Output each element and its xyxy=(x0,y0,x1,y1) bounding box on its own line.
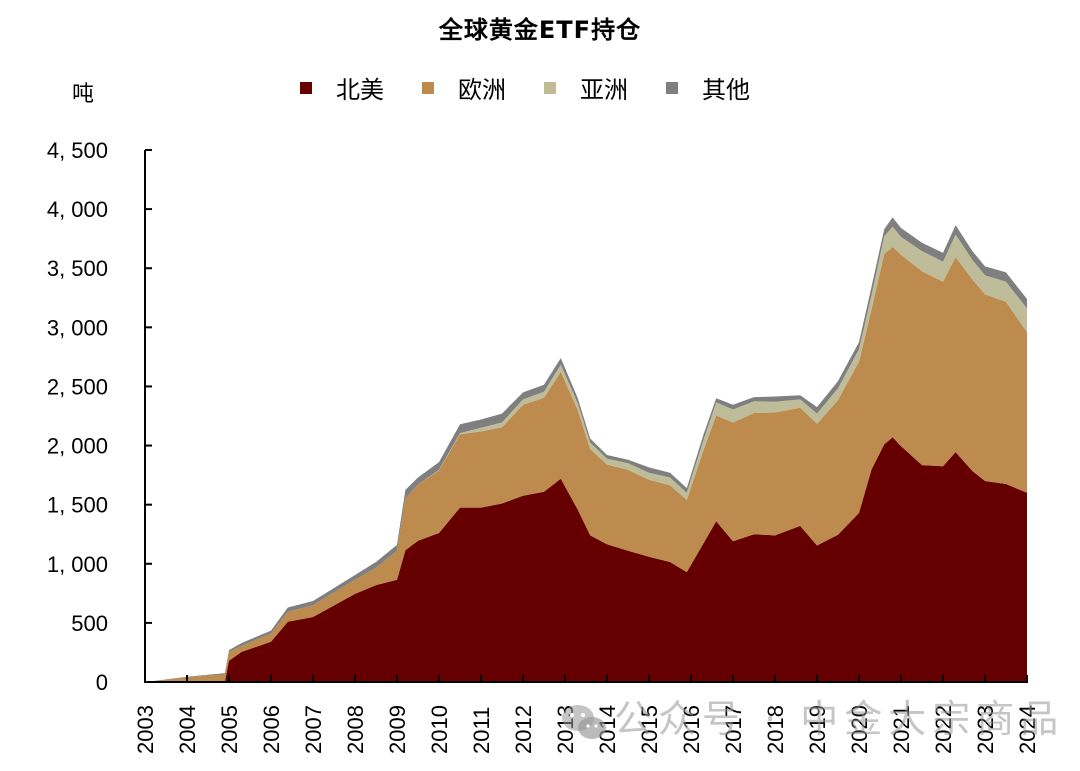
legend-label: 亚洲 xyxy=(580,76,628,104)
x-tick-label: 2007 xyxy=(301,705,326,754)
x-tick-label: 2018 xyxy=(763,705,788,754)
x-tick-label: 2005 xyxy=(217,705,242,754)
legend-label: 其他 xyxy=(702,76,750,104)
x-tick-label: 2021 xyxy=(889,705,914,754)
legend-swatch-other xyxy=(666,81,678,94)
y-tick-label: 500 xyxy=(71,611,108,636)
x-tick-label: 2008 xyxy=(343,705,368,754)
legend-item-other: 其他 xyxy=(666,70,750,105)
y-tick-label: 3, 500 xyxy=(47,256,108,281)
x-tick-label: 2024 xyxy=(1015,705,1040,754)
x-tick-label: 2017 xyxy=(721,705,746,754)
axes: 0 500 1, 000 1, 500 2, 000 2, 500 3, 000 3, 500… xyxy=(47,138,1040,754)
x-tick-label: 2006 xyxy=(259,705,284,754)
legend-swatch-asia xyxy=(544,81,556,94)
y-tick-label: 1, 500 xyxy=(47,493,108,518)
legend-swatch-north-america xyxy=(300,81,312,94)
y-tick-label: 2, 000 xyxy=(47,434,108,459)
legend-item-north-america: 北美 xyxy=(300,70,384,105)
x-tick-label: 2020 xyxy=(847,705,872,754)
chart-legend: 北美 欧洲 亚洲 其他 xyxy=(300,70,788,105)
stacked-areas xyxy=(145,217,1027,683)
legend-item-europe: 欧洲 xyxy=(422,70,506,105)
watermark: 公众号 · 中金大宗商品 xyxy=(560,688,1064,743)
x-tick-label: 2009 xyxy=(385,705,410,754)
y-tick-label: 3, 000 xyxy=(47,315,108,340)
legend-label: 欧洲 xyxy=(458,76,506,104)
y-tick-label: 1, 000 xyxy=(47,552,108,577)
y-tick-label: 0 xyxy=(96,670,108,695)
watermark-text: 公众号 · 中金大宗商品 xyxy=(614,697,1065,741)
x-tick-label: 2003 xyxy=(133,705,158,754)
x-tick-label: 2015 xyxy=(637,705,662,754)
legend-item-asia: 亚洲 xyxy=(544,70,628,105)
legend-swatch-europe xyxy=(422,81,434,94)
x-tick-label: 2022 xyxy=(931,705,956,754)
area-series-1 xyxy=(145,246,1027,682)
area-series-2 xyxy=(145,226,1027,683)
x-tick-label: 2010 xyxy=(427,705,452,754)
area-series-0 xyxy=(145,437,1027,682)
wechat-icon xyxy=(562,704,606,739)
x-tick-label: 2012 xyxy=(511,705,536,754)
y-tick-label: 4, 000 xyxy=(47,197,108,222)
x-tick-label: 2004 xyxy=(175,705,200,754)
y-tick-label: 2, 500 xyxy=(47,374,108,399)
x-tick-label: 2019 xyxy=(805,705,830,754)
y-tick-label: 4, 500 xyxy=(47,138,108,163)
x-tick-label: 2023 xyxy=(973,705,998,754)
x-tick-label: 2011 xyxy=(469,707,494,754)
legend-label: 北美 xyxy=(336,76,384,104)
y-axis-unit: 吨 xyxy=(72,82,95,107)
chart-title: 全球黄金ETF持仓 xyxy=(438,16,642,44)
x-tick-label: 2016 xyxy=(679,705,704,754)
